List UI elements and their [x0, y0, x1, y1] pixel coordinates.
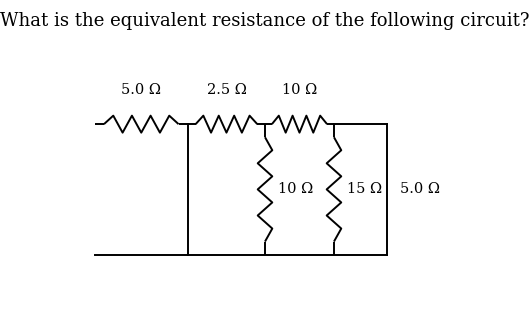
Text: 5.0 Ω: 5.0 Ω	[121, 83, 161, 97]
Text: What is the equivalent resistance of the following circuit?: What is the equivalent resistance of the…	[0, 12, 530, 30]
Text: 5.0 Ω: 5.0 Ω	[400, 182, 440, 197]
Text: 10 Ω: 10 Ω	[282, 83, 317, 97]
Text: 15 Ω: 15 Ω	[347, 182, 383, 197]
Text: 10 Ω: 10 Ω	[278, 182, 314, 197]
Text: 2.5 Ω: 2.5 Ω	[207, 83, 246, 97]
